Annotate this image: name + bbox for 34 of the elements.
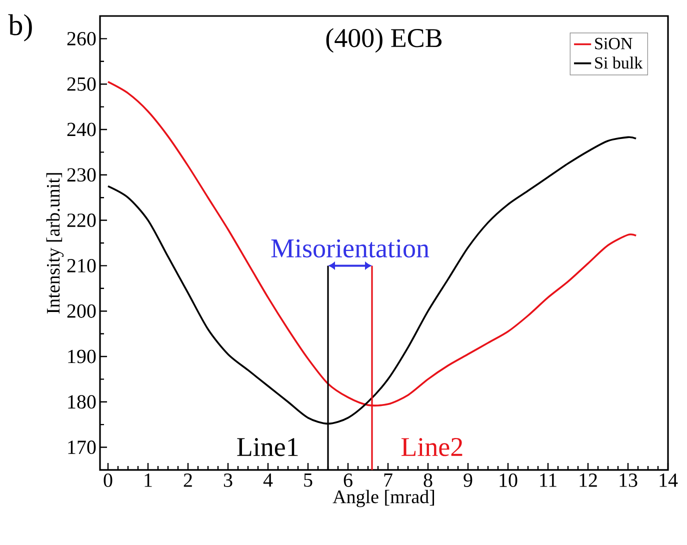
y-tick-label: 170 xyxy=(68,440,96,454)
x-tick-label: 11 xyxy=(540,474,556,487)
y-tick-label: 250 xyxy=(67,77,96,91)
x-tick-label: 0 xyxy=(104,474,112,488)
x-tick-label: 8 xyxy=(424,474,432,488)
y-tick-label: 190 xyxy=(68,350,96,364)
y-tick-label: 200 xyxy=(67,304,96,318)
x-tick-label: 12 xyxy=(580,474,597,487)
ref-line-label: Line2 xyxy=(401,438,462,456)
y-tick-label: 180 xyxy=(68,395,96,409)
x-tick-label: 9 xyxy=(464,474,472,487)
chart-title: (400) ECB xyxy=(326,28,442,53)
x-tick-label: 2 xyxy=(184,474,192,487)
x-tick-label: 3 xyxy=(224,474,232,487)
x-tick-label: 6 xyxy=(344,474,352,487)
x-tick-label: 14 xyxy=(660,474,678,487)
legend-label: Si bulk xyxy=(595,56,643,69)
x-tick-label: 5 xyxy=(304,474,312,487)
x-tick-label: 7 xyxy=(384,474,392,487)
text: b) xyxy=(8,14,32,42)
y-tick-label: 230 xyxy=(67,168,96,182)
y-tick-label: 210 xyxy=(67,258,96,272)
y-tick-label: 240 xyxy=(67,122,96,136)
x-tick-label: 1 xyxy=(144,474,152,487)
y-axis-title: Intensity [arb.unit] xyxy=(46,173,64,314)
y-tick-label: 220 xyxy=(67,214,96,228)
ref-line-label: Line1 xyxy=(237,438,298,456)
x-tick-label: 13 xyxy=(620,474,638,487)
y-tick-label: 260 xyxy=(67,32,96,46)
legend-label: SiON xyxy=(595,38,632,50)
x-tick-label: 10 xyxy=(500,474,518,488)
x-axis-title: Angle [mrad] xyxy=(332,490,434,508)
x-tick-label: 4 xyxy=(263,474,273,487)
annotation: Misorientation xyxy=(271,239,430,258)
